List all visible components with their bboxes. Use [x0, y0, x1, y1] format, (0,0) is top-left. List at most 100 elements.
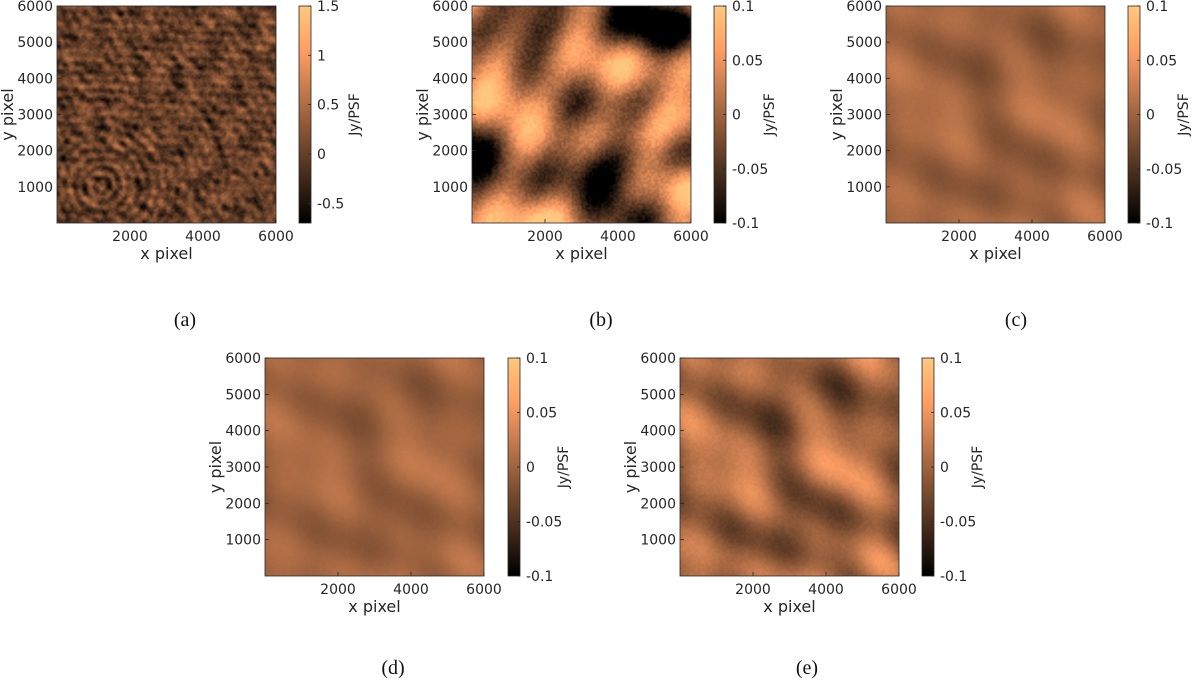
y-tick-label: 6000	[17, 0, 53, 15]
colorbar-tick-label: 1	[317, 48, 326, 64]
colorbar-tick-label: -0.05	[940, 515, 976, 531]
x-tick-label: 6000	[673, 229, 709, 245]
y-tick-label: 6000	[225, 351, 261, 367]
colorbar-tick-label: -0.05	[1146, 162, 1182, 178]
colorbar-tick-label: 0.05	[940, 406, 971, 422]
y-axis-label: y pixel	[621, 441, 640, 493]
colorbar-label: Jy/PSF	[970, 446, 986, 490]
y-tick-label: 1000	[846, 180, 882, 196]
colorbar-label: Jy/PSF	[1176, 93, 1192, 137]
y-tick-label: 3000	[17, 108, 53, 124]
y-axis-label: y pixel	[0, 88, 17, 140]
panel-b: 2000 4000 6000 1000 2000 3000 4000 5000 6000 x pi…	[413, 0, 778, 331]
x-tick-label: 6000	[1087, 229, 1123, 245]
y-tick-label: 4000	[225, 424, 261, 440]
panel-c: 2000 4000 6000 1000 2000 3000 4000 5000 6000 x pi…	[827, 0, 1192, 331]
x-tick-label: 2000	[941, 229, 977, 245]
y-tick-label: 1000	[640, 533, 676, 549]
y-tick-label: 5000	[640, 387, 676, 403]
colorbar-tick-label: 0	[526, 460, 535, 476]
heatmap-image	[57, 6, 276, 223]
y-axis-label: y pixel	[827, 88, 846, 140]
x-axis-label: x pixel	[969, 244, 1021, 263]
colorbar-tick-label: -0.05	[526, 515, 562, 531]
x-axis-label: x pixel	[140, 244, 192, 263]
colorbar-tick-label: 0	[732, 108, 741, 124]
colorbar-tick-label: 0.1	[1146, 0, 1168, 15]
y-tick-label: 5000	[846, 35, 882, 51]
colorbar-tick-label: 0.1	[732, 0, 754, 15]
panel-a: 2000 4000 6000 1000 2000 3000 4000 5000 6000 x pi…	[0, 0, 363, 331]
y-tick-label: 2000	[225, 496, 261, 512]
colorbar-tick-label: 0.1	[526, 351, 548, 367]
colorbar-tick-label: 0	[940, 460, 949, 476]
panel-caption: (c)	[1005, 309, 1027, 331]
y-tick-label: 2000	[640, 496, 676, 512]
y-tick-label: 6000	[640, 351, 676, 367]
x-tick-label: 4000	[808, 582, 844, 598]
y-tick-label: 5000	[432, 35, 468, 51]
y-tick-label: 4000	[640, 424, 676, 440]
panel-caption: (d)	[381, 657, 404, 679]
x-axis-label: x pixel	[348, 597, 400, 616]
colorbar-label: Jy/PSF	[347, 93, 363, 137]
panel-caption: (b)	[589, 309, 612, 331]
x-tick-label: 2000	[527, 229, 563, 245]
colorbar-tick-label: -0.05	[732, 162, 768, 178]
colorbar-tick-label: 0.05	[1146, 53, 1177, 69]
y-tick-label: 1000	[432, 180, 468, 196]
panel-caption: (a)	[174, 309, 196, 331]
y-tick-label: 5000	[225, 387, 261, 403]
colorbar-tick-label: -0.1	[732, 216, 759, 232]
y-axis-label: y pixel	[413, 88, 432, 140]
colorbar-tick-label: 1.5	[317, 0, 339, 15]
y-tick-label: 1000	[17, 180, 53, 196]
y-tick-label: 1000	[225, 533, 261, 549]
y-tick-label: 6000	[846, 0, 882, 15]
colorbar-tick-label: 0	[317, 147, 326, 163]
colorbar-tick-label: -0.1	[940, 569, 967, 585]
colorbar-tick-label: 0	[1146, 108, 1155, 124]
colorbar-tick-label: -0.1	[1146, 216, 1173, 232]
y-tick-label: 4000	[17, 71, 53, 87]
x-tick-label: 2000	[320, 582, 356, 598]
x-axis-label: x pixel	[555, 244, 607, 263]
colorbar-label: Jy/PSF	[556, 446, 572, 490]
x-tick-label: 2000	[735, 582, 771, 598]
x-tick-label: 4000	[1014, 229, 1050, 245]
y-tick-label: 2000	[846, 144, 882, 160]
y-tick-label: 2000	[432, 144, 468, 160]
colorbar-tick-label: 0.1	[940, 351, 962, 367]
heatmap-image	[886, 6, 1105, 223]
heatmap-image	[265, 358, 484, 576]
colorbar-tick-label: 0.05	[732, 53, 763, 69]
heatmap-image	[680, 358, 899, 576]
y-tick-label: 3000	[640, 460, 676, 476]
colorbar-frame	[298, 5, 312, 224]
y-tick-label: 6000	[432, 0, 468, 15]
colorbar-tick-label: -0.1	[526, 569, 553, 585]
colorbar-tick-label: 0.05	[526, 406, 557, 422]
y-tick-label: 2000	[17, 144, 53, 160]
x-tick-label: 2000	[112, 229, 148, 245]
heatmap-image	[472, 6, 691, 223]
x-tick-label: 6000	[881, 582, 917, 598]
y-tick-label: 3000	[225, 460, 261, 476]
y-tick-label: 4000	[432, 71, 468, 87]
colorbar-label: Jy/PSF	[762, 93, 778, 137]
y-tick-label: 3000	[846, 108, 882, 124]
x-tick-label: 4000	[185, 229, 221, 245]
panel-e: 2000 4000 6000 1000 2000 3000 4000 5000 6000 x pi…	[621, 351, 986, 679]
x-tick-label: 6000	[466, 582, 502, 598]
y-tick-label: 3000	[432, 108, 468, 124]
colorbar-tick-label: -0.5	[317, 196, 344, 212]
panel-d: 2000 4000 6000 1000 2000 3000 4000 5000 6000 x pi…	[206, 351, 572, 679]
x-tick-label: 4000	[393, 582, 429, 598]
y-tick-label: 5000	[17, 35, 53, 51]
x-tick-label: 4000	[600, 229, 636, 245]
panel-caption: (e)	[796, 657, 818, 679]
y-tick-label: 4000	[846, 71, 882, 87]
y-axis-label: y pixel	[206, 441, 225, 493]
x-axis-label: x pixel	[763, 597, 815, 616]
